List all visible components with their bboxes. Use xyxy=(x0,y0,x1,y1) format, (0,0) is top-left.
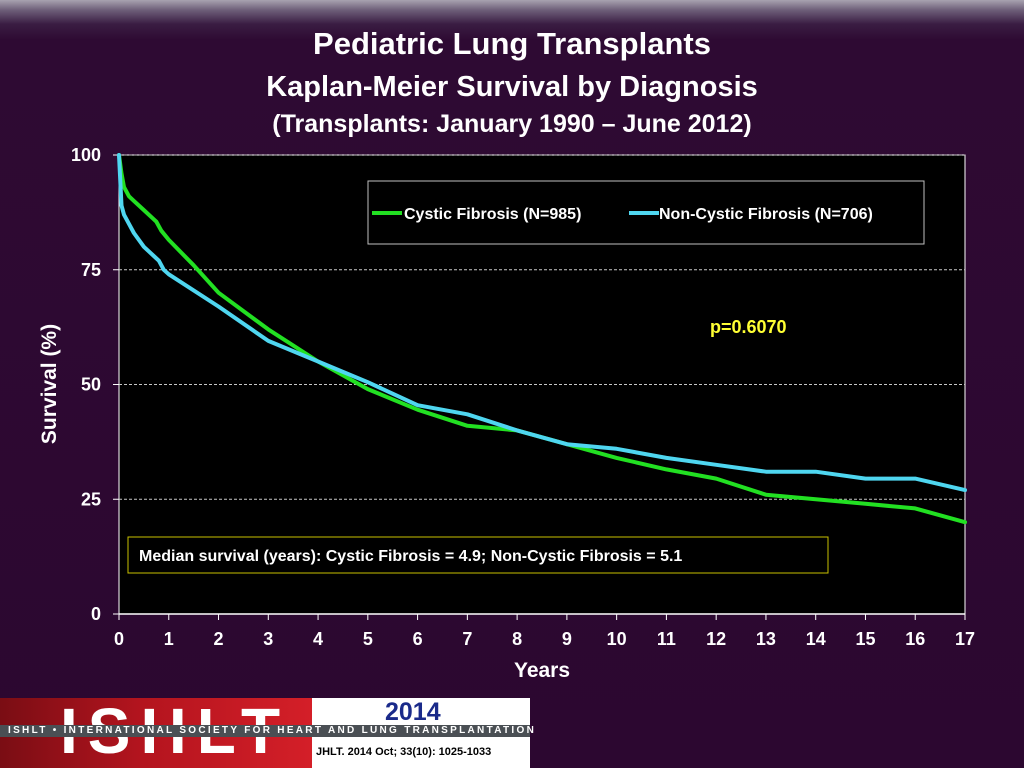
chart-date-range: (Transplants: January 1990 – June 2012) xyxy=(272,110,752,138)
x-tick-label-17: 17 xyxy=(955,629,975,649)
series-lines xyxy=(117,153,967,525)
x-tick-label-5: 5 xyxy=(363,629,373,649)
legend-label-cystic-fibrosis: Cystic Fibrosis (N=985) xyxy=(404,206,581,223)
x-tick-label-2: 2 xyxy=(214,629,224,649)
y-tick-label-25: 25 xyxy=(81,489,101,509)
legend-label-non-cystic-fibrosis: Non-Cystic Fibrosis (N=706) xyxy=(659,206,873,223)
x-tick-label-14: 14 xyxy=(806,629,826,649)
p-value-annotation: p=0.6070 xyxy=(710,317,787,337)
x-tick-label-0: 0 xyxy=(114,629,124,649)
legend: Cystic Fibrosis (N=985) Non-Cystic Fibro… xyxy=(367,180,925,245)
x-tick-label-10: 10 xyxy=(607,629,627,649)
median-survival-box: Median survival (years): Cystic Fibrosis… xyxy=(127,536,829,574)
series-line-non-cystic-fibrosis xyxy=(117,153,967,493)
x-tick-label-13: 13 xyxy=(756,629,776,649)
x-tick-label-9: 9 xyxy=(562,629,572,649)
y-tick-label-100: 100 xyxy=(71,145,101,165)
y-tick-label-0: 0 xyxy=(91,604,101,624)
chart-subtitle: Kaplan-Meier Survival by Diagnosis xyxy=(266,71,758,103)
ishlt-logo-banner: ISHLT ISHLT • INTERNATIONAL SOCIETY FOR … xyxy=(0,695,534,768)
x-tick-label-16: 16 xyxy=(905,629,925,649)
y-tick-label-50: 50 xyxy=(81,375,101,395)
median-survival-border xyxy=(127,536,829,574)
logo-tagline-band xyxy=(0,725,530,737)
y-tick-label-75: 75 xyxy=(81,260,101,280)
x-axis-label: Years xyxy=(514,659,570,682)
x-tick-label-1: 1 xyxy=(164,629,174,649)
x-tick-label-4: 4 xyxy=(313,629,323,649)
x-tick-label-12: 12 xyxy=(706,629,726,649)
x-tick-label-11: 11 xyxy=(657,629,676,649)
x-tick-label-6: 6 xyxy=(413,629,423,649)
x-tick-label-8: 8 xyxy=(512,629,522,649)
x-tick-label-7: 7 xyxy=(462,629,472,649)
publication-year: 2014 xyxy=(385,698,441,726)
journal-citation: JHLT. 2014 Oct; 33(10): 1025-1033 xyxy=(316,746,492,758)
logo-tagline: ISHLT • INTERNATIONAL SOCIETY FOR HEART … xyxy=(8,725,537,736)
y-axis-label: Survival (%) xyxy=(38,324,61,444)
y-axis-ticks: 0 25 50 75 100 xyxy=(71,145,119,624)
x-axis-ticks: 0 1 2 3 4 5 6 7 8 9 10 11 12 13 14 15 16 17 xyxy=(114,613,975,649)
x-tick-label-15: 15 xyxy=(855,629,875,649)
x-tick-label-3: 3 xyxy=(263,629,273,649)
median-survival-text: Median survival (years): Cystic Fibrosis… xyxy=(139,548,682,565)
chart-title: Pediatric Lung Transplants xyxy=(313,26,711,61)
